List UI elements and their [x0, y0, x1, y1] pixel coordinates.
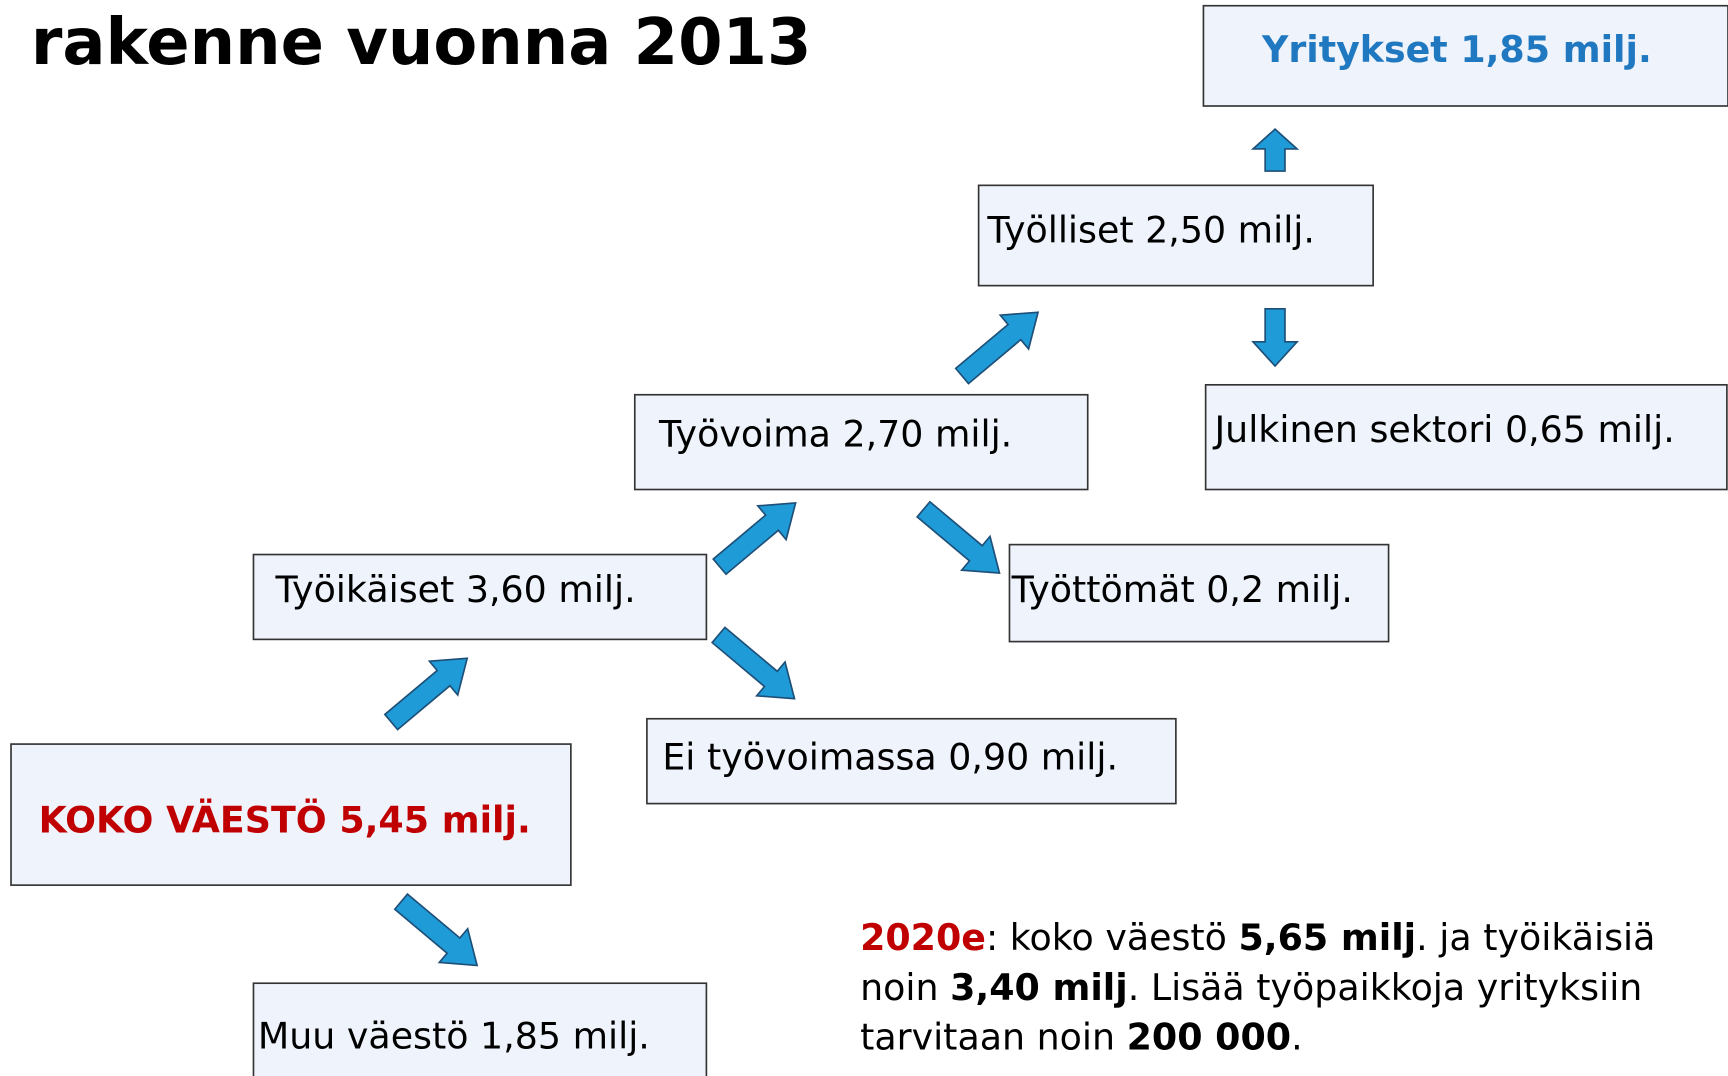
- node-label: Työvoima 2,70 milj.: [658, 413, 1012, 456]
- note-text: 5,65 milj: [1238, 916, 1416, 959]
- arrow: [954, 311, 1040, 385]
- arrow: [383, 657, 469, 731]
- note-text: tarvitaan noin: [860, 1015, 1127, 1058]
- note-text: 2020e: [860, 916, 986, 959]
- node-label: Ei työvoimassa 0,90 milj.: [662, 736, 1118, 779]
- node-box: [977, 184, 1374, 287]
- note-text: .: [1291, 1015, 1303, 1058]
- title: rakenne vuonna 2013: [31, 6, 812, 80]
- node-label: Muu väestö 1,85 milj.: [258, 1014, 650, 1057]
- node-box: [252, 982, 708, 1076]
- node-box: [1204, 383, 1728, 491]
- node-box: [646, 717, 1177, 805]
- arrow: [1250, 128, 1300, 172]
- note-line: noin 3,40 milj. Lisää työpaikkoja yrityk…: [802, 966, 1677, 1009]
- note-text: . ja työikäisiä: [1416, 916, 1655, 959]
- node-box: [1008, 543, 1390, 643]
- node-label: Työlliset 2,50 milj.: [986, 209, 1315, 252]
- node-label: Työikäiset 3,60 milj.: [275, 568, 636, 611]
- arrow: [915, 500, 1001, 575]
- note-text: : koko väestö: [986, 916, 1239, 959]
- node-label: KOKO VÄESTÖ 5,45 milj.: [39, 798, 531, 841]
- node-box: [633, 393, 1089, 491]
- note-text: 3,40 milj: [950, 966, 1128, 1009]
- note-line: 2020e: koko väestö 5,65 milj. ja työikäi…: [802, 916, 1690, 959]
- arrow: [1251, 307, 1299, 368]
- note-line: tarvitaan noin 200 000.: [802, 1015, 1337, 1058]
- note-text: 200 000: [1127, 1015, 1291, 1058]
- node-label: Yritykset 1,85 milj.: [1261, 28, 1652, 71]
- arrow: [712, 501, 797, 576]
- arrows: [383, 128, 1300, 967]
- arrow: [710, 626, 796, 700]
- node-box: [10, 743, 572, 886]
- arrow: [393, 892, 479, 967]
- note-text: . Lisää työpaikkoja yrityksiin: [1128, 966, 1643, 1009]
- node-box: [252, 553, 708, 641]
- node-label: Julkinen sektori 0,65 milj.: [1212, 408, 1674, 451]
- note-text: noin: [860, 966, 950, 1009]
- node-label: Työttömät 0,2 milj.: [1011, 568, 1353, 611]
- node-box: [1202, 4, 1728, 107]
